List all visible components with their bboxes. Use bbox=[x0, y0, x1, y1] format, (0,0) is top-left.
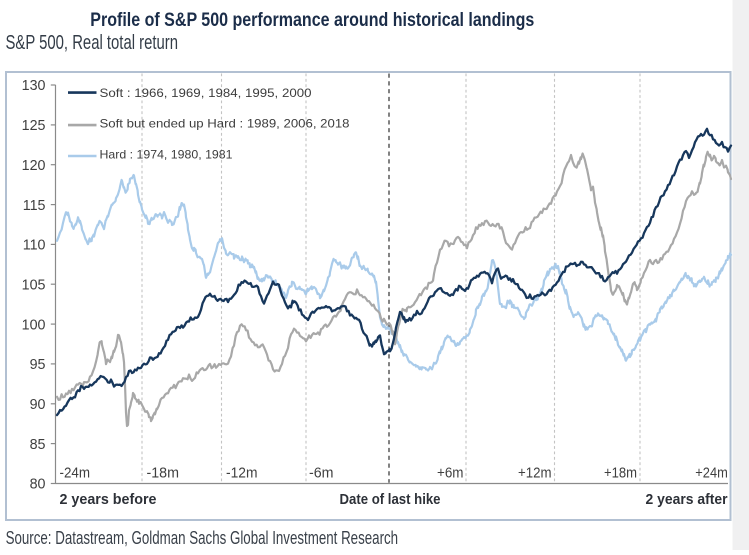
svg-text:130: 130 bbox=[22, 78, 46, 94]
svg-text:2 years before: 2 years before bbox=[60, 492, 157, 508]
svg-text:Date of last hike: Date of last hike bbox=[340, 492, 441, 508]
svg-text:-18m: -18m bbox=[147, 466, 180, 482]
svg-text:-24m: -24m bbox=[60, 466, 91, 482]
svg-text:+12m: +12m bbox=[518, 466, 552, 482]
svg-text:105: 105 bbox=[22, 277, 46, 293]
svg-text:Profile of S&P 500 performance: Profile of S&P 500 performance around hi… bbox=[90, 10, 534, 31]
svg-text:Soft but ended up Hard : 1989,: Soft but ended up Hard : 1989, 2006, 201… bbox=[100, 117, 350, 131]
svg-text:80: 80 bbox=[30, 477, 46, 493]
svg-text:S&P 500, Real total return: S&P 500, Real total return bbox=[6, 32, 179, 54]
svg-text:110: 110 bbox=[23, 238, 46, 254]
svg-text:115: 115 bbox=[23, 198, 46, 214]
svg-text:+18m: +18m bbox=[604, 466, 637, 482]
svg-text:100: 100 bbox=[22, 317, 46, 333]
svg-text:-6m: -6m bbox=[309, 466, 334, 482]
svg-text:+24m: +24m bbox=[695, 466, 728, 482]
svg-text:90: 90 bbox=[30, 397, 46, 413]
svg-text:Soft : 1966, 1969, 1984, 1995,: Soft : 1966, 1969, 1984, 1995, 2000 bbox=[100, 86, 312, 100]
svg-text:Source: Datastream, Goldman Sa: Source: Datastream, Goldman Sachs Global… bbox=[6, 527, 399, 548]
svg-text:2 years after: 2 years after bbox=[646, 492, 728, 508]
svg-text:85: 85 bbox=[30, 437, 46, 453]
svg-text:120: 120 bbox=[22, 158, 46, 174]
svg-text:Hard : 1974, 1980, 1981: Hard : 1974, 1980, 1981 bbox=[100, 148, 233, 162]
svg-text:125: 125 bbox=[22, 118, 46, 134]
svg-text:+6m: +6m bbox=[437, 466, 464, 482]
svg-text:95: 95 bbox=[30, 357, 46, 373]
svg-text:-12m: -12m bbox=[226, 466, 258, 482]
